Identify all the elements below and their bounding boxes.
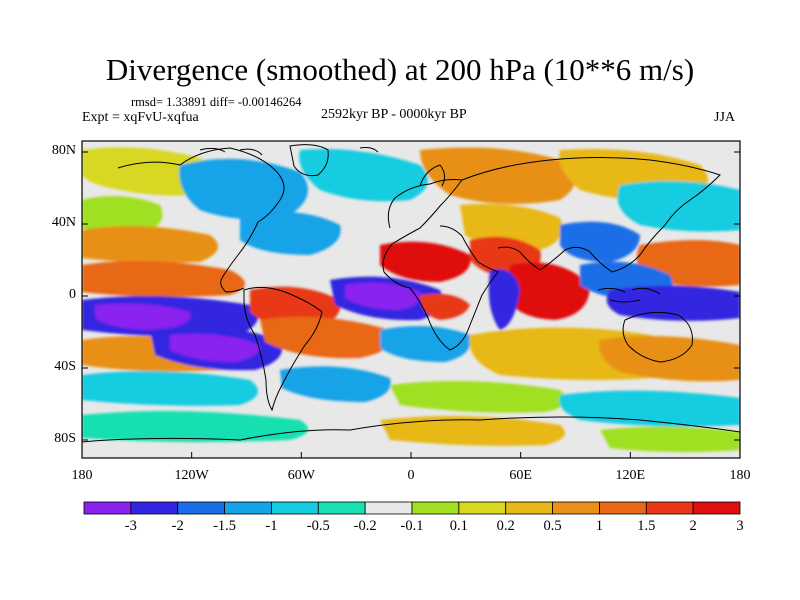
colorbar-swatch: [130, 501, 179, 515]
field-patch: [617, 181, 740, 232]
colorbar-swatch: [411, 501, 460, 515]
colorbar-swatch: [692, 501, 741, 515]
field-patch: [82, 371, 258, 406]
lon-label: 0: [407, 468, 415, 483]
field-patch: [600, 426, 740, 453]
field-patch: [420, 293, 470, 320]
colorbar-label: 1: [595, 518, 604, 534]
colorbar-swatch: [177, 501, 225, 515]
field-patch: [82, 261, 245, 297]
field-patch: [82, 226, 218, 263]
period-label: 2592kyr BP - 0000kyr BP: [321, 107, 467, 122]
colorbar-label: 1.5: [637, 518, 656, 534]
coastlines: [82, 144, 740, 443]
lon-label: 60E: [509, 468, 532, 483]
field-patch: [299, 149, 428, 202]
field-patch: [179, 158, 308, 219]
lon-label: 180: [71, 468, 93, 483]
field-patch: [380, 416, 565, 446]
field-patch: [599, 336, 740, 382]
field-patch: [380, 241, 471, 282]
field-patch: [240, 211, 341, 255]
colorbar-label: 0.2: [496, 518, 515, 534]
field-patch: [505, 262, 590, 320]
colorbar-label: -0.5: [306, 518, 330, 534]
field-patch: [280, 366, 391, 402]
field-patch: [488, 269, 520, 330]
colorbar-label: -2: [171, 518, 184, 534]
experiment-label: Expt = xqFvU-xqfua: [82, 110, 199, 125]
coastline-australia: [622, 311, 693, 363]
coastline-greenland: [289, 144, 329, 177]
field-patch: [390, 381, 568, 413]
colorbar-label: -1.5: [213, 518, 237, 534]
colorbar-swatch: [458, 501, 507, 515]
colorbar-label: -3: [124, 518, 137, 534]
colorbar-label: 0.1: [449, 518, 468, 534]
lon-label: 60W: [287, 468, 315, 483]
coastline-south-america: [243, 286, 323, 412]
season-label: JJA: [714, 110, 736, 125]
field-patch: [82, 196, 163, 235]
lat-label: 80N: [51, 143, 76, 158]
lon-label: 120E: [615, 468, 646, 483]
field-patch: [560, 221, 640, 262]
colorbar-swatch: [317, 501, 366, 515]
divergence-field: [82, 141, 740, 458]
lat-label: 0: [69, 287, 76, 302]
lon-label: 120W: [174, 468, 209, 483]
coastline-europe-africa: [382, 179, 499, 351]
coastline-indonesia: [597, 287, 661, 303]
colorbar: [83, 501, 741, 515]
colorbar-swatch: [224, 501, 272, 515]
colorbar-label: 3: [736, 518, 744, 534]
coastline-asia: [461, 157, 721, 273]
field-patch: [95, 303, 191, 330]
colorbar-swatch: [552, 501, 600, 515]
field-patch: [606, 285, 740, 321]
coastline-scandinavia: [419, 164, 446, 187]
field-patch: [260, 316, 392, 359]
colorbar-label: -0.1: [400, 518, 424, 534]
coastline-arctic-islands: [199, 147, 379, 156]
colorbar-swatch: [83, 501, 132, 515]
colorbar-swatch: [645, 501, 694, 515]
lon-label: 180: [729, 468, 751, 483]
plot-title: Divergence (smoothed) at 200 hPa (10**6 …: [105, 52, 695, 87]
field-patch: [82, 411, 308, 443]
colorbar-label: 2: [689, 518, 697, 534]
lat-label: 40S: [54, 359, 76, 374]
colorbar-label: -0.2: [353, 518, 377, 534]
colorbar-swatch: [271, 501, 319, 515]
rmsd-diff-stats: rmsd= 1.33891 diff= -0.00146264: [131, 95, 302, 109]
colorbar-label: -1: [265, 518, 278, 534]
lat-label: 40N: [51, 215, 76, 230]
field-patch: [380, 326, 471, 362]
lat-label: 80S: [54, 431, 76, 446]
field-patch: [170, 333, 261, 362]
field-patch: [345, 282, 421, 310]
colorbar-label: 0.5: [543, 518, 562, 534]
coastline-antarctica: [82, 416, 740, 443]
colorbar-swatch: [599, 501, 647, 515]
colorbar-swatch: [505, 501, 553, 515]
colorbar-swatch: [364, 501, 413, 515]
coastline-north-america: [117, 147, 285, 293]
